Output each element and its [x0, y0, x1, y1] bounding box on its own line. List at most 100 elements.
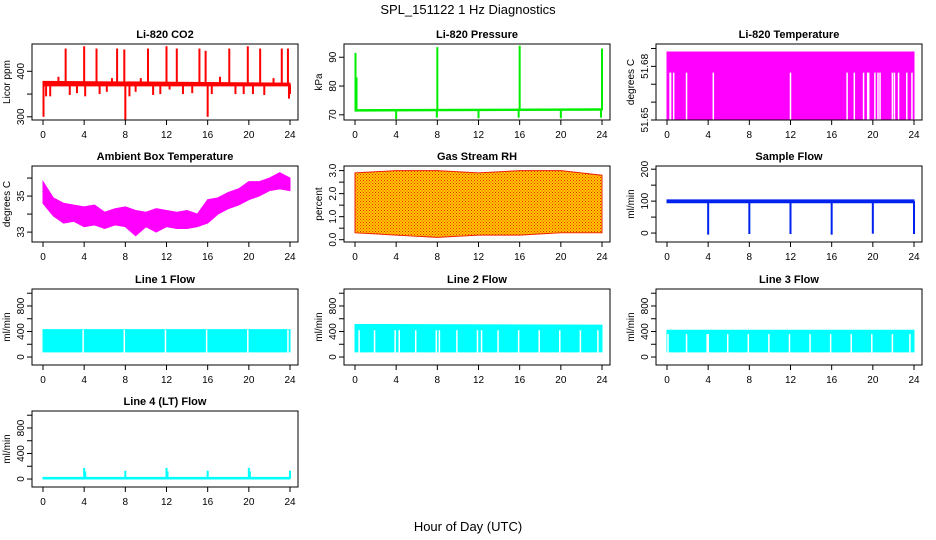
- x-tick-label: 16: [202, 252, 214, 263]
- x-tick-label: 16: [514, 130, 526, 141]
- x-tick-label: 0: [40, 375, 46, 386]
- x-tick-label: 8: [123, 497, 129, 508]
- x-tick-label: 16: [202, 497, 214, 508]
- x-tick-label: 24: [284, 375, 296, 386]
- y-tick-label: 51.68: [640, 53, 651, 78]
- x-tick-label: 4: [705, 130, 711, 141]
- x-tick-label: 12: [161, 497, 173, 508]
- x-tick-label: 24: [596, 375, 608, 386]
- x-tick-label: 12: [785, 375, 797, 386]
- x-tick-label: 0: [40, 497, 46, 508]
- y-axis-label: ml/min: [2, 434, 13, 463]
- x-tick-label: 20: [555, 252, 567, 263]
- x-tick-label: 16: [202, 130, 214, 141]
- x-tick-label: 24: [596, 252, 608, 263]
- chart-panel: Gas Stream RH 0 4 8 12 16 20 24 0.0 1.0 2.0 3.0perc…: [314, 151, 611, 263]
- chart-title: Li-820 Pressure: [436, 29, 518, 41]
- x-tick-label: 12: [473, 375, 485, 386]
- x-tick-label: 16: [514, 375, 526, 386]
- y-tick-label: 400: [328, 323, 339, 340]
- x-tick-label: 24: [908, 375, 920, 386]
- x-tick-label: 8: [123, 375, 129, 386]
- x-tick-label: 12: [473, 252, 485, 263]
- data-band: [42, 329, 291, 353]
- chart-title: Gas Stream RH: [437, 151, 517, 163]
- y-axis-label: ml/min: [2, 312, 13, 341]
- x-tick-label: 0: [664, 375, 670, 386]
- y-axis-label: kPa: [314, 73, 325, 91]
- y-tick-label: 3.0: [328, 163, 339, 177]
- x-tick-label: 8: [747, 130, 753, 141]
- x-tick-label: 16: [826, 375, 838, 386]
- x-tick-label: 20: [555, 130, 567, 141]
- y-tick-label: 1.0: [328, 209, 339, 223]
- x-tick-label: 20: [555, 375, 567, 386]
- y-tick-label: 400: [16, 63, 27, 80]
- chart-panel: Li-820 Temperature 0 4 8 12 16 20 24 51.65 51.68d…: [626, 29, 923, 141]
- plot-frame: [31, 410, 299, 488]
- y-axis-label: degrees C: [2, 181, 13, 227]
- data-band: [354, 170, 603, 238]
- x-tick-label: 12: [473, 130, 485, 141]
- x-tick-label: 24: [284, 130, 296, 141]
- y-axis-label: percent: [314, 187, 325, 221]
- x-tick-label: 16: [202, 375, 214, 386]
- x-tick-label: 20: [867, 375, 879, 386]
- x-tick-label: 12: [785, 252, 797, 263]
- chart-title: Line 2 Flow: [447, 274, 507, 286]
- x-tick-label: 24: [908, 130, 920, 141]
- y-axis-label: Licor ppm: [2, 60, 13, 104]
- y-axis-label: ml/min: [314, 312, 325, 341]
- y-tick-label: 800: [16, 297, 27, 314]
- x-tick-label: 0: [352, 252, 358, 263]
- y-tick-label: 800: [640, 297, 651, 314]
- x-tick-label: 0: [40, 130, 46, 141]
- x-tick-label: 12: [161, 375, 173, 386]
- y-tick-label: 35: [16, 190, 27, 202]
- x-tick-label: 24: [284, 497, 296, 508]
- y-tick-label: 400: [16, 323, 27, 340]
- chart-panel: Sample Flow 0 4 8 12 16 20 24 0 100 200 ml/min: [626, 151, 923, 263]
- x-tick-label: 4: [81, 375, 87, 386]
- x-tick-label: 4: [393, 252, 399, 263]
- chart-title: Ambient Box Temperature: [97, 151, 234, 163]
- x-tick-label: 24: [908, 252, 920, 263]
- x-tick-label: 8: [435, 375, 441, 386]
- x-tick-label: 20: [243, 252, 255, 263]
- chart-title: Li-820 Temperature: [739, 29, 840, 41]
- x-tick-label: 20: [243, 130, 255, 141]
- plot-frame: [31, 165, 299, 243]
- y-tick-label: 0: [640, 354, 651, 360]
- y-tick-label: 300: [16, 108, 27, 125]
- data-band: [354, 323, 603, 353]
- x-tick-label: 16: [826, 130, 838, 141]
- y-tick-label: 90: [328, 51, 339, 63]
- x-tick-label: 24: [596, 130, 608, 141]
- x-tick-label: 4: [81, 130, 87, 141]
- x-tick-label: 20: [867, 252, 879, 263]
- x-tick-label: 0: [352, 130, 358, 141]
- y-tick-label: 51.65: [640, 107, 651, 132]
- x-tick-label: 8: [123, 130, 129, 141]
- x-tick-label: 0: [664, 130, 670, 141]
- chart-title: Line 3 Flow: [759, 274, 819, 286]
- x-tick-label: 4: [705, 375, 711, 386]
- y-tick-label: 2.0: [328, 186, 339, 200]
- y-axis-label: ml/min: [626, 189, 637, 218]
- y-axis-label: degrees C: [626, 59, 637, 105]
- y-tick-label: 800: [328, 297, 339, 314]
- x-tick-label: 4: [81, 497, 87, 508]
- x-tick-label: 8: [747, 252, 753, 263]
- y-tick-label: 0: [16, 354, 27, 360]
- y-tick-label: 800: [16, 419, 27, 436]
- x-tick-label: 12: [785, 130, 797, 141]
- x-tick-label: 4: [705, 252, 711, 263]
- x-tick-label: 20: [243, 375, 255, 386]
- x-tick-label: 4: [393, 375, 399, 386]
- chart-title: Line 1 Flow: [135, 274, 195, 286]
- y-tick-label: 70: [328, 109, 339, 121]
- chart-title: Li-820 CO2: [136, 29, 193, 41]
